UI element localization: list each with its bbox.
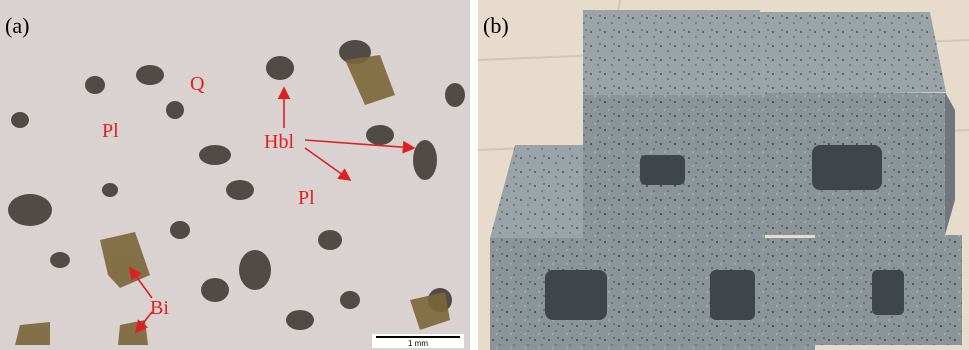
panel-a: (a) Q Pl Hbl Pl Bi 1 mm: [0, 0, 470, 350]
block-top: [760, 12, 946, 95]
scale-bar-label: 1 mm: [408, 339, 428, 348]
annotation: Q: [190, 73, 205, 95]
micrograph: [0, 0, 470, 350]
block-top: [583, 10, 765, 95]
annotation: Bi: [150, 297, 169, 319]
annotation: Pl: [298, 187, 315, 209]
panel-label: (b): [483, 13, 509, 38]
figure: (a) Q Pl Hbl Pl Bi 1 mm: [0, 0, 969, 350]
panel-b: (b): [478, 0, 969, 350]
annotation: Pl: [102, 120, 119, 142]
annotation: Hbl: [264, 131, 294, 153]
panel-label: (a): [5, 13, 29, 38]
